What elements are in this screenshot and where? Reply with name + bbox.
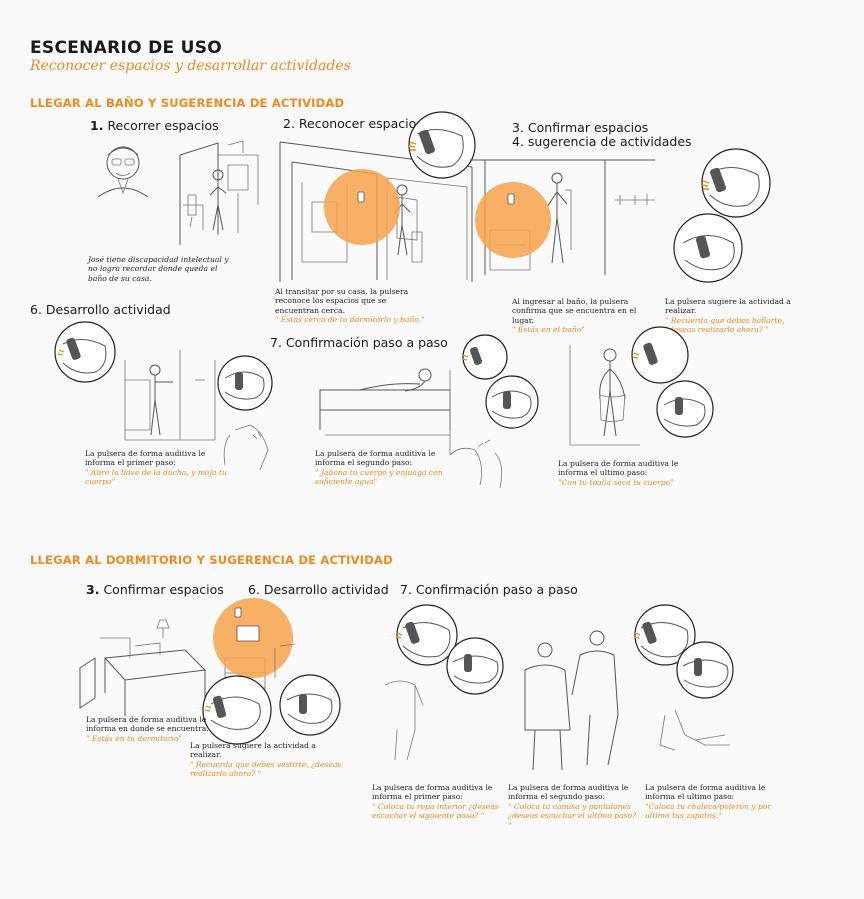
wristband-icon [702, 149, 770, 217]
wristband-icon [634, 605, 695, 665]
scene-bedroom [75, 598, 375, 748]
dressing-caption-1: La pulsera de forma auditiva le informa … [372, 783, 499, 821]
speaker-icon [205, 706, 211, 711]
location-highlight-marker [324, 169, 400, 245]
step-7b-caption: La pulsera de forma auditiva le informa … [558, 459, 679, 487]
bedroom-step-6-title: 6. Desarrollo actividad [248, 582, 389, 597]
step-6-title: 6. Desarrollo actividad [30, 302, 171, 317]
step-4-caption: La pulsera sugiere la actividad a realiz… [665, 297, 791, 335]
bedroom-step-7-title: 7. Confirmación paso a paso [400, 582, 578, 597]
wristband-icon [409, 112, 475, 178]
scene-towel-dry [560, 325, 740, 455]
step-6-caption: La pulsera de forma auditiva le informa … [85, 449, 227, 487]
step-1-caption: José tiene discapacidad intelectual y no… [88, 255, 229, 283]
scene-walking-house [88, 135, 268, 255]
step-4-title: 4. sugerencia de actividades [512, 134, 692, 149]
scene-bathroom-enter [465, 150, 670, 285]
wristband-hand-icon [657, 381, 713, 437]
step-3-title: 3. Confirmar espacios [512, 120, 649, 135]
wristband-insets-bathroom [668, 148, 778, 288]
speaker-icon [702, 181, 709, 189]
step-2-title: 2. Reconocer espacios [283, 116, 423, 131]
wristband-hand-icon [447, 638, 503, 694]
step-1-title: 1. Recorrer espacios [90, 118, 219, 133]
speaker-icon [633, 353, 639, 358]
speaker-icon [58, 350, 64, 355]
wristband-icon [396, 605, 457, 665]
page-subtitle: Reconocer espacios y desarrollar activid… [30, 58, 351, 74]
page-title: ESCENARIO DE USO [30, 38, 223, 58]
wristband-icon [462, 335, 507, 379]
house-interior-illustration [180, 141, 258, 245]
scene-hallway-rooms [272, 112, 482, 287]
speaker-icon [462, 355, 468, 360]
section-heading-bedroom: LLEGAR AL DORMITORIO Y SUGERENCIA DE ACT… [30, 553, 393, 567]
wristband-hand-icon [677, 642, 733, 698]
wristband-icon [280, 675, 340, 735]
scene-dressing [375, 600, 735, 780]
wristband-hand-icon [218, 356, 272, 410]
man-portrait-illustration [98, 147, 148, 197]
wristband-hand-icon [486, 376, 538, 428]
speaker-icon [396, 633, 402, 638]
bedroom-step-3-title: 3. Confirmar espacios [86, 582, 224, 597]
sensor-icon [358, 192, 364, 202]
step-7-title: 7. Confirmación paso a paso [270, 335, 448, 350]
step-3-caption: Al ingresar al baño, la pulsera confirma… [512, 297, 637, 335]
bedroom-step-3-caption: La pulsera de forma auditiva le informa … [86, 715, 209, 743]
wristband-hand-icon [674, 214, 742, 282]
scene-bathtub-soap [300, 335, 580, 495]
wristband-hand-icon [203, 676, 271, 744]
sensor-icon [235, 608, 241, 617]
wristband-icon [632, 327, 688, 383]
speaker-icon [634, 633, 640, 638]
scene-shower-start [55, 320, 305, 480]
sensor-icon [508, 194, 514, 204]
tv-icon [237, 626, 259, 641]
bedroom-step-6-caption: La pulsera sugiere la actividad a realiz… [190, 741, 342, 779]
location-highlight-marker [475, 182, 551, 258]
wristband-icon [55, 322, 115, 382]
dressing-caption-2: La pulsera de forma auditiva le informa … [508, 783, 637, 830]
step-2-caption: Al transitar por su casa, la pulsera rec… [275, 287, 425, 325]
dressing-caption-3: La pulsera de forma auditiva le informa … [645, 783, 772, 821]
section-heading-bathroom: LLEGAR AL BAÑO Y SUGERENCIA DE ACTIVIDAD [30, 96, 345, 110]
step-7-caption: La pulsera de forma auditiva le informa … [315, 449, 443, 487]
speaker-icon [409, 142, 416, 150]
